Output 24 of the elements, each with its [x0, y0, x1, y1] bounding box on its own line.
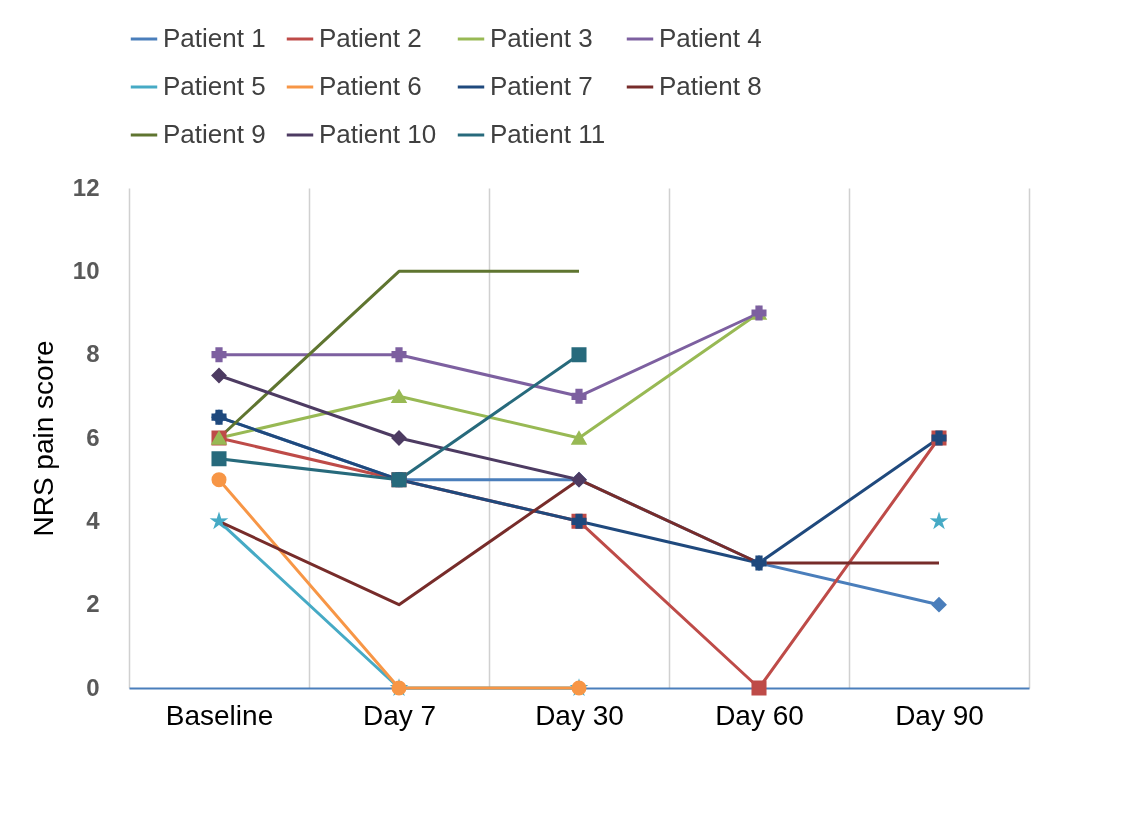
legend-label: Patient 10 [319, 119, 437, 149]
x-tick-label: Day 30 [535, 699, 624, 731]
legend-label: Patient 9 [163, 119, 266, 149]
legend-label: Patient 1 [163, 23, 266, 53]
y-tick-label: 0 [86, 673, 100, 701]
y-tick-label: 6 [86, 423, 100, 451]
legend-label: Patient 5 [163, 71, 266, 101]
legend-label: Patient 2 [319, 23, 422, 53]
legend-label: Patient 3 [490, 23, 593, 53]
y-axis-title: NRS pain score [27, 340, 59, 537]
legend-label: Patient 8 [659, 71, 762, 101]
y-tick-label: 8 [86, 340, 100, 368]
legend-label: Patient 6 [319, 71, 422, 101]
legend-label: Patient 4 [659, 23, 762, 53]
y-tick-label: 10 [72, 256, 100, 284]
legend-label: Patient 7 [490, 71, 593, 101]
y-tick-label: 4 [86, 506, 101, 534]
x-tick-label: Baseline [165, 699, 274, 731]
x-tick-label: Day 90 [895, 699, 984, 731]
x-tick-label: Day 60 [715, 699, 804, 731]
legend-label: Patient 11 [490, 119, 606, 149]
y-tick-label: 12 [72, 173, 100, 201]
y-tick-label: 2 [86, 590, 100, 618]
x-tick-label: Day 7 [362, 699, 437, 731]
